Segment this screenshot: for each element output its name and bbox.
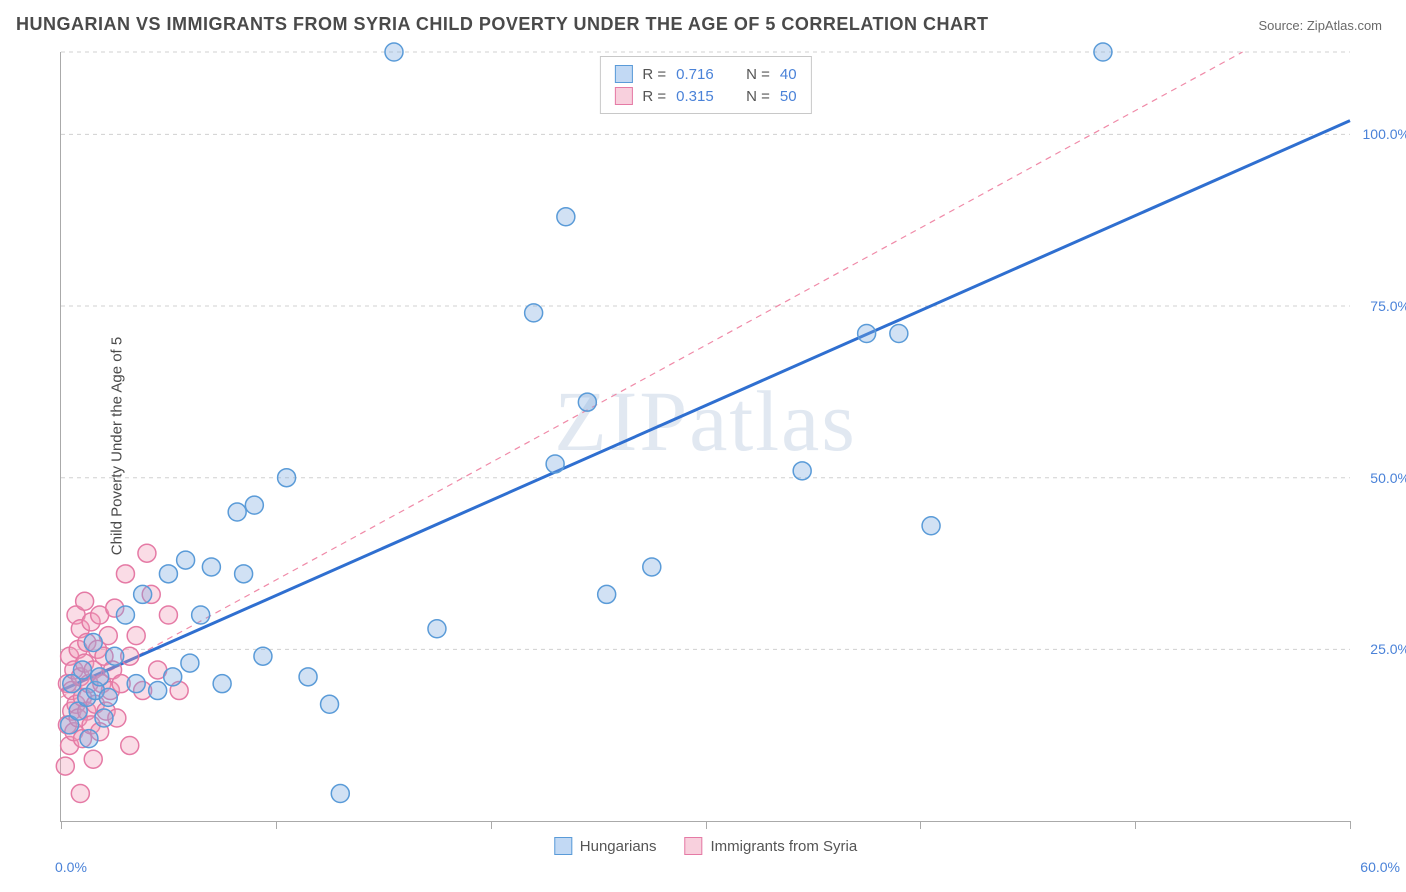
y-tick-label: 25.0% — [1370, 641, 1406, 657]
source-text: Source: ZipAtlas.com — [1258, 18, 1382, 33]
x-tick — [1350, 821, 1351, 829]
legend-label-pink: Immigrants from Syria — [711, 838, 858, 855]
x-tick-max: 60.0% — [1360, 859, 1400, 875]
swatch-pink-icon — [685, 837, 703, 855]
x-tick — [706, 821, 707, 829]
x-tick — [61, 821, 62, 829]
legend-label-blue: Hungarians — [580, 838, 657, 855]
y-tick-label: 50.0% — [1370, 470, 1406, 486]
chart-area: ZIPatlas R = 0.716 N = 40 R = 0.315 N = … — [60, 52, 1350, 822]
y-tick-label: 100.0% — [1363, 126, 1406, 142]
swatch-blue-icon — [554, 837, 572, 855]
x-tick — [920, 821, 921, 829]
x-tick-min: 0.0% — [55, 859, 87, 875]
x-tick — [491, 821, 492, 829]
legend-item-blue: Hungarians — [554, 837, 657, 855]
x-tick — [276, 821, 277, 829]
x-tick — [1135, 821, 1136, 829]
y-tick-label: 75.0% — [1370, 298, 1406, 314]
legend-item-pink: Immigrants from Syria — [685, 837, 858, 855]
series-legend: Hungarians Immigrants from Syria — [554, 837, 857, 855]
chart-title: HUNGARIAN VS IMMIGRANTS FROM SYRIA CHILD… — [16, 14, 989, 35]
scatter-plot — [61, 52, 1350, 821]
